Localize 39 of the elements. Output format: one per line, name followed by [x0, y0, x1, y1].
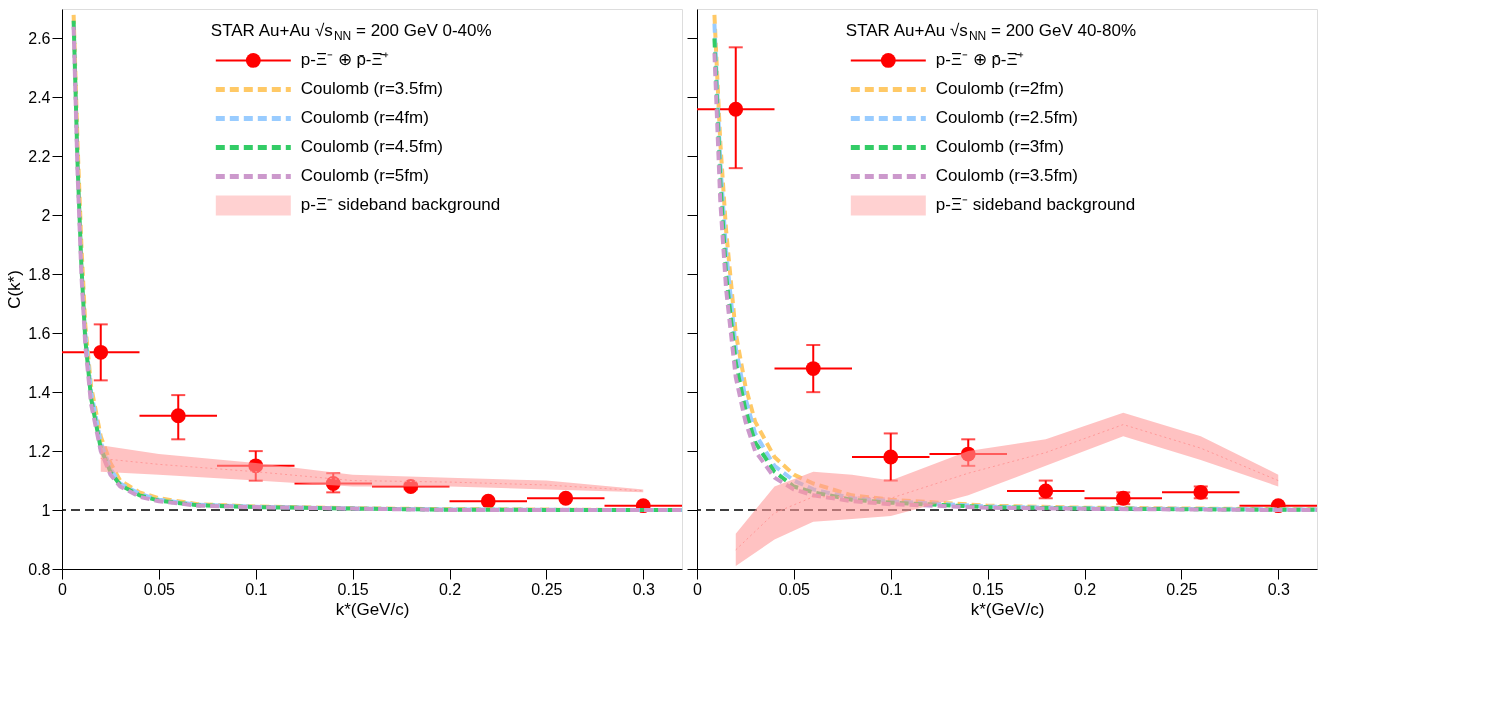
legend-label: Coulomb (r=2fm)	[935, 79, 1064, 99]
y-tick-label: 0.8	[28, 560, 51, 578]
x-tick-label: 0.2	[1073, 580, 1097, 598]
x-tick-label: 0.2	[438, 580, 462, 598]
y-tick-label: 2	[41, 206, 51, 224]
legend-label: Coulomb (r=3.5fm)	[300, 79, 443, 99]
y-tick-label: 2.2	[28, 147, 51, 165]
legend-label: Coulomb (r=5fm)	[300, 166, 429, 186]
legend-label: p-Ξ⁻ ⊕ p̄-Ξ̄⁺	[300, 50, 389, 70]
legend-label: p-Ξ⁻ sideband background	[300, 195, 501, 215]
legend-label: Coulomb (r=4.5fm)	[300, 137, 443, 157]
x-tick-label: 0.3	[632, 580, 655, 598]
y-tick-label: 1.8	[28, 265, 51, 283]
x-tick-label: 0.05	[143, 580, 176, 598]
x-tick-label: 0.25	[531, 580, 563, 598]
y-tick-label: 2.6	[28, 29, 51, 47]
x-tick-label: 0.3	[1267, 580, 1290, 598]
x-tick-label: 0	[693, 580, 703, 598]
y-tick-label: 2.4	[28, 88, 51, 106]
legend-label: p-Ξ⁻ sideband background	[935, 195, 1136, 215]
x-tick-label: 0.25	[1166, 580, 1198, 598]
x-axis-title: k*(GeV/c)	[335, 599, 410, 619]
y-tick-label: 1	[41, 501, 51, 519]
x-tick-label: 0.1	[880, 580, 903, 598]
legend-label: Coulomb (r=2.5fm)	[935, 108, 1078, 128]
y-axis-title: C(k*)	[5, 270, 25, 309]
x-axis-title: k*(GeV/c)	[970, 599, 1045, 619]
x-tick-label: 0	[58, 580, 68, 598]
x-tick-label: 0.15	[337, 580, 369, 598]
legend-label: Coulomb (r=3.5fm)	[935, 166, 1078, 186]
legend-label: Coulomb (r=4fm)	[300, 108, 429, 128]
x-tick-label: 0.05	[778, 580, 811, 598]
y-tick-label: 1.2	[28, 442, 51, 460]
legend-label: Coulomb (r=3fm)	[935, 137, 1064, 157]
y-tick-label: 1.4	[28, 383, 51, 401]
legend-label: p-Ξ⁻ ⊕ p̄-Ξ̄⁺	[935, 50, 1024, 70]
x-tick-label: 0.1	[245, 580, 268, 598]
x-tick-label: 0.15	[972, 580, 1004, 598]
y-tick-label: 1.6	[28, 324, 51, 342]
